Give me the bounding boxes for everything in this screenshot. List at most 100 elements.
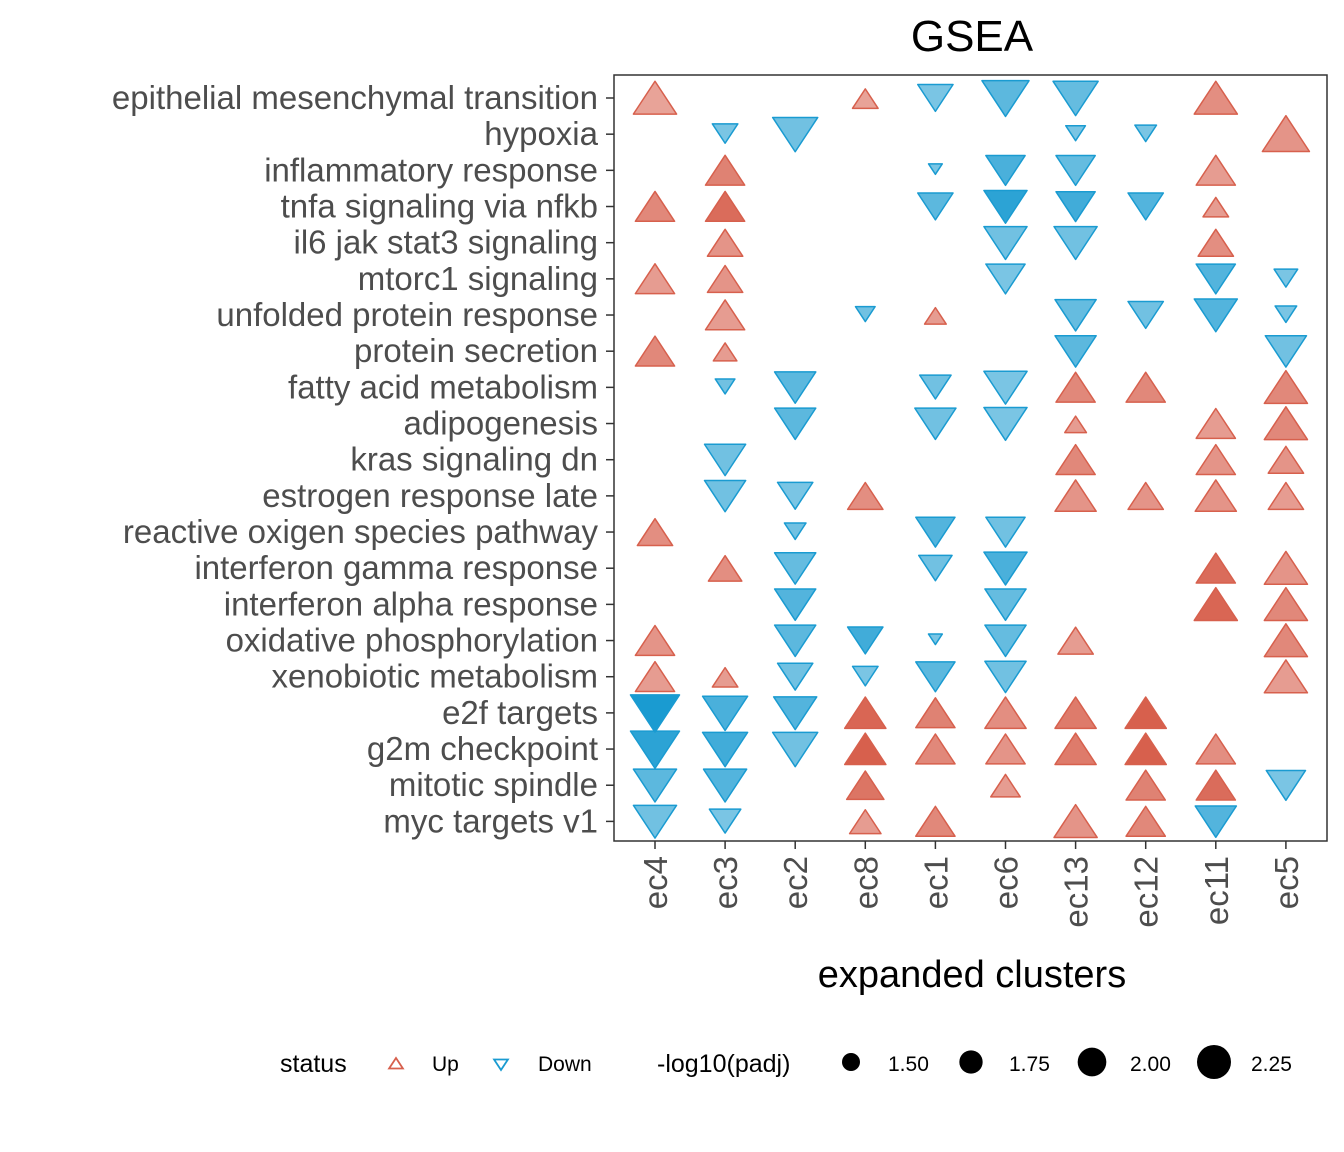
- point-ec2-adipogenesis: [773, 407, 817, 441]
- point-ec13-protein-secretion: [1054, 335, 1097, 368]
- point-ec5-mitotic-spindle: [1265, 769, 1307, 802]
- x-tick-label-ec3: ec3: [707, 856, 744, 909]
- data-points: [629, 79, 1311, 839]
- point-ec12-myc-targets-v1: [1125, 805, 1167, 837]
- point-ec5-interferon-alpha-response: [1263, 586, 1309, 622]
- point-ec1-interferon-gamma-response: [917, 554, 953, 582]
- point-ec3-tnfa-signaling-via-nfkb: [704, 190, 746, 223]
- point-ec2-g2m-checkpoint: [771, 731, 819, 768]
- y-tick-label-e2f-targets: e2f targets: [442, 694, 598, 731]
- point-ec2-reactive-oxigen-species-pathway: [783, 522, 807, 541]
- point-ec12-mitotic-spindle: [1125, 769, 1167, 801]
- point-ec1-unfolded-protein-response: [923, 306, 947, 325]
- legend-size-label-3: 2.25: [1251, 1053, 1292, 1076]
- point-ec1-myc-targets-v1: [915, 805, 956, 837]
- point-ec5-kras-signaling-dn: [1267, 445, 1305, 474]
- y-tick-label-oxidative-phosphorylation: oxidative phosphorylation: [226, 622, 598, 659]
- point-ec12-e2f-targets: [1124, 696, 1168, 730]
- point-ec4-epithelial-mesenchymal-transition: [632, 80, 678, 115]
- point-ec1-inflammatory-response: [927, 163, 944, 176]
- legend-size-key-2: [1077, 1047, 1107, 1077]
- point-ec6-fatty-acid-metabolism: [983, 370, 1028, 405]
- point-ec5-unfolded-protein-response: [1274, 305, 1298, 324]
- y-tick-label-mitotic-spindle: mitotic spindle: [389, 766, 598, 803]
- point-ec6-g2m-checkpoint: [985, 733, 1026, 765]
- point-ec11-inflammatory-response: [1195, 154, 1237, 186]
- point-ec6-tnfa-signaling-via-nfkb: [983, 189, 1028, 225]
- point-ec3-estrogen-response-late: [703, 479, 747, 513]
- x-axis-title: expanded clusters: [818, 954, 1126, 996]
- point-ec12-estrogen-response-late: [1127, 481, 1165, 511]
- point-ec5-oxidative-phosphorylation: [1263, 623, 1309, 658]
- point-ec11-unfolded-protein-response: [1193, 298, 1239, 333]
- point-ec6-oxidative-phosphorylation: [984, 624, 1027, 658]
- point-ec11-mitotic-spindle: [1195, 769, 1237, 801]
- legend-status-items: Up Down: [387, 1053, 592, 1076]
- point-ec4-protein-secretion: [634, 335, 676, 367]
- legend-status-key-down: [492, 1058, 510, 1072]
- legend-size-title: -log10(padj): [657, 1050, 790, 1078]
- x-tick-label-ec13: ec13: [1058, 856, 1095, 928]
- point-ec13-estrogen-response-late: [1054, 479, 1097, 513]
- point-ec12-fatty-acid-metabolism: [1125, 371, 1167, 403]
- point-ec1-fatty-acid-metabolism: [918, 374, 952, 400]
- point-ec3-il6-jak-stat3-signaling: [706, 228, 744, 257]
- point-ec1-epithelial-mesenchymal-transition: [916, 83, 954, 113]
- y-tick-label-inflammatory-response: inflammatory response: [264, 151, 598, 188]
- y-tick-label-kras-signaling-dn: kras signaling dn: [350, 441, 598, 478]
- point-ec3-inflammatory-response: [704, 154, 746, 186]
- point-ec13-unfolded-protein-response: [1054, 298, 1097, 332]
- point-ec13-tnfa-signaling-via-nfkb: [1055, 190, 1096, 223]
- point-ec5-xenobiotic-metabolism: [1263, 659, 1309, 694]
- point-ec6-mtorc1-signaling: [985, 263, 1026, 295]
- point-ec6-reactive-oxigen-species-pathway: [985, 516, 1026, 548]
- point-ec1-xenobiotic-metabolism: [915, 661, 956, 693]
- point-ec13-adipogenesis: [1064, 415, 1088, 434]
- point-ec2-estrogen-response-late: [776, 481, 814, 510]
- x-axis: ec4 ec3 ec2 ec8 ec1 ec6 ec13 ec12 ec11 ec5: [637, 841, 1305, 928]
- point-ec6-e2f-targets: [984, 696, 1027, 730]
- point-ec11-il6-jak-stat3-signaling: [1197, 228, 1235, 257]
- chart-title: GSEA: [911, 12, 1034, 61]
- point-ec13-myc-targets-v1: [1053, 803, 1098, 839]
- point-ec1-g2m-checkpoint: [915, 733, 956, 765]
- point-ec5-hypoxia: [1261, 114, 1311, 153]
- y-tick-label-g2m-checkpoint: g2m checkpoint: [367, 730, 598, 767]
- y-tick-label-fatty-acid-metabolism: fatty acid metabolism: [288, 368, 598, 405]
- legend-size-key-0: [842, 1053, 860, 1071]
- y-tick-label-protein-secretion: protein secretion: [354, 332, 598, 369]
- y-tick-label-interferon-alpha-response: interferon alpha response: [224, 585, 598, 622]
- point-ec4-mtorc1-signaling: [634, 263, 676, 295]
- point-ec1-oxidative-phosphorylation: [927, 633, 944, 646]
- point-ec2-xenobiotic-metabolism: [776, 662, 814, 691]
- point-ec11-myc-targets-v1: [1194, 805, 1238, 839]
- x-tick-label-ec5: ec5: [1268, 856, 1305, 909]
- point-ec13-il6-jak-stat3-signaling: [1053, 225, 1098, 261]
- point-ec13-inflammatory-response: [1055, 154, 1096, 187]
- point-ec4-g2m-checkpoint: [629, 730, 681, 770]
- y-tick-label-mtorc1-signaling: mtorc1 signaling: [358, 260, 598, 297]
- point-ec11-g2m-checkpoint: [1195, 733, 1237, 765]
- point-ec11-interferon-gamma-response: [1195, 552, 1237, 584]
- point-ec1-e2f-targets: [915, 697, 956, 729]
- point-ec1-reactive-oxigen-species-pathway: [915, 516, 956, 548]
- x-tick-label-ec12: ec12: [1128, 856, 1165, 928]
- point-ec6-xenobiotic-metabolism: [984, 660, 1027, 694]
- point-ec2-hypoxia: [771, 116, 819, 153]
- point-ec5-interferon-gamma-response: [1263, 550, 1309, 586]
- point-ec8-myc-targets-v1: [848, 809, 882, 835]
- point-ec13-fatty-acid-metabolism: [1055, 371, 1096, 403]
- point-ec3-kras-signaling-dn: [703, 443, 747, 477]
- point-ec2-interferon-alpha-response: [773, 588, 817, 622]
- point-ec1-adipogenesis: [914, 407, 957, 441]
- y-tick-label-tnfa-signaling-via-nfkb: tnfa signaling via nfkb: [281, 188, 598, 225]
- y-tick-label-myc-targets-v1: myc targets v1: [383, 802, 598, 839]
- legend-size-key-3: [1197, 1045, 1231, 1079]
- point-ec5-protein-secretion: [1264, 335, 1308, 368]
- point-ec3-e2f-targets: [701, 695, 749, 732]
- point-ec3-myc-targets-v1: [708, 808, 742, 834]
- y-tick-label-epithelial-mesenchymal-transition: epithelial mesenchymal transition: [112, 79, 598, 116]
- legend-status-label-down: Down: [538, 1053, 592, 1076]
- point-ec11-estrogen-response-late: [1194, 479, 1238, 513]
- point-ec6-interferon-gamma-response: [983, 551, 1028, 586]
